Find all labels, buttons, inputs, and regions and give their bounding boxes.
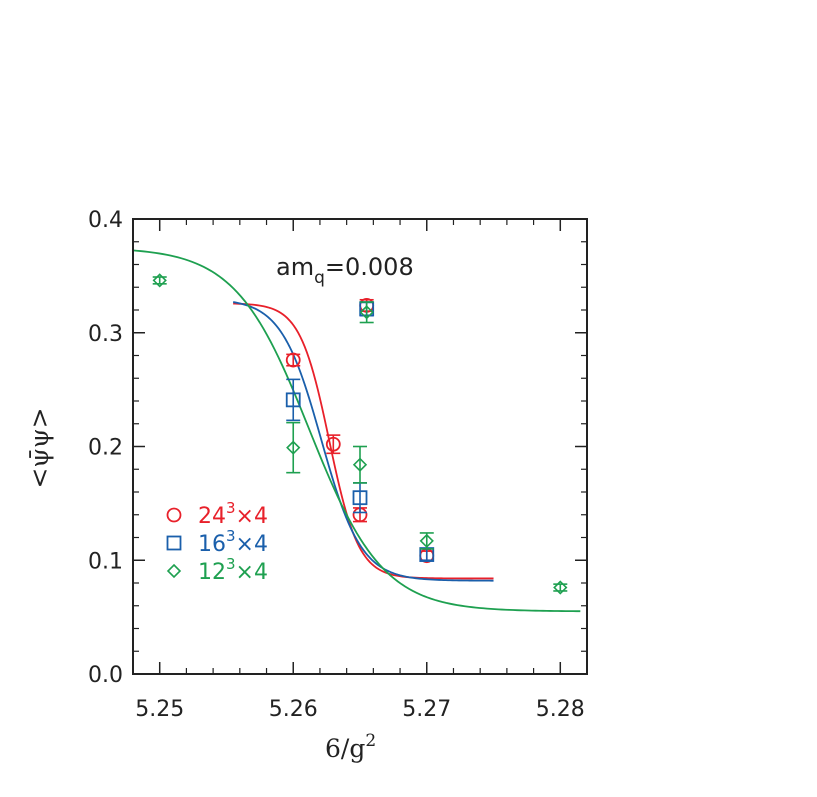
data-point (285, 378, 301, 422)
diamond-marker (359, 305, 374, 320)
data-point (286, 421, 301, 474)
diamond-marker (419, 533, 434, 549)
axis-ticks: 5.25 5.26 5.27 5.28 0.0 0.1 0.2 0.3 0.4 (88, 208, 587, 722)
y-tick-label: 0.3 (88, 322, 123, 347)
data-point (325, 434, 341, 455)
legend-label: 163×4 (198, 527, 268, 557)
data-point (352, 445, 368, 484)
legend-label: 123×4 (198, 555, 268, 585)
x-tick-label: 5.25 (135, 697, 184, 722)
diamond-marker (352, 457, 368, 472)
data-point (359, 301, 374, 324)
data-point (152, 273, 167, 288)
x-tick-label: 5.26 (269, 697, 318, 722)
fit-curve (132, 249, 581, 613)
plot-frame (132, 218, 588, 675)
y-tick-label: 0.2 (88, 436, 123, 461)
x-tick-label: 5.28 (536, 697, 585, 722)
square-marker (352, 490, 368, 506)
annotation-mass: amq=0.008 (276, 253, 414, 288)
y-tick-label: 0.1 (88, 549, 123, 574)
data-point (285, 352, 301, 368)
legend-item: 123×4 (166, 555, 268, 585)
diamond-marker (553, 580, 568, 595)
diamond-marker (152, 273, 167, 288)
legend-item: 163×4 (166, 527, 268, 557)
data-point (419, 532, 434, 550)
legend-circle-marker (166, 507, 182, 523)
circle-marker (285, 352, 301, 368)
data-points (152, 273, 568, 595)
fit-curves (132, 249, 581, 613)
x-axis-title: 6/g2 (325, 731, 376, 763)
data-point (553, 580, 568, 595)
square-marker (285, 392, 301, 408)
legend-square-marker (166, 535, 182, 551)
fit-curve (233, 302, 494, 580)
y-tick-label: 0.4 (88, 208, 123, 233)
y-tick-label: 0.0 (88, 663, 123, 688)
x-tick-label: 5.27 (402, 697, 451, 722)
circle-marker (325, 436, 341, 452)
fit-curve (232, 301, 494, 582)
diamond-marker (286, 440, 301, 455)
y-axis-title: <ψ̄ψ> (25, 407, 54, 488)
legend-label: 243×4 (198, 499, 268, 529)
legend-item: 243×4 (166, 499, 268, 529)
legend-diamond-marker (166, 563, 182, 579)
